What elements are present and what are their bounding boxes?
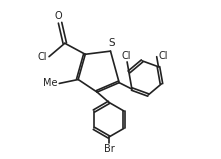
Text: Br: Br — [104, 144, 114, 154]
Text: Cl: Cl — [38, 52, 47, 62]
Text: S: S — [109, 38, 115, 48]
Text: Cl: Cl — [158, 51, 168, 61]
Text: Cl: Cl — [122, 51, 131, 61]
Text: O: O — [55, 11, 62, 21]
Text: Me: Me — [43, 78, 57, 88]
